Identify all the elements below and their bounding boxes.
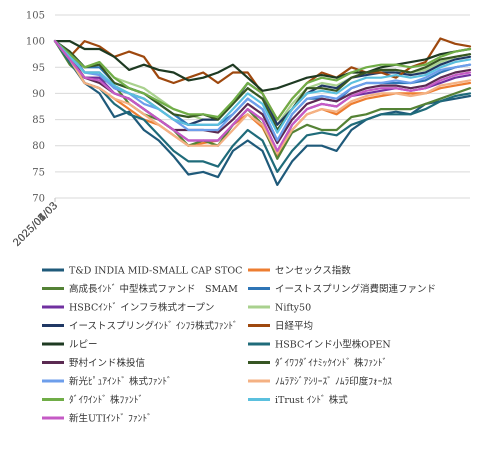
y-tick-label: 80 [32, 141, 45, 152]
y-tick-label: 105 [26, 11, 45, 22]
legend-label: ﾉﾑﾗｱｼﾞｱｼﾘｰｽﾞ ﾉﾑﾗ印度ﾌｫｰｶｽ [275, 376, 392, 388]
legend-label: 新光ﾋﾟｭｱｲﾝﾄﾞ 株式ﾌｧﾝﾄﾞ [69, 376, 172, 388]
y-tick-label: 75 [32, 167, 45, 178]
legend-label: iTrust ｲﾝﾄﾞ 株式 [275, 394, 348, 406]
x-tick-label: 2025/07/03 [12, 200, 61, 249]
x-axis-tick-labels: 2025/01/032025/02/032025/03/032025/04/03… [12, 198, 61, 249]
legend-label: ﾀﾞｲﾜﾌﾀﾞｲﾅﾐｯｸｲﾝﾄﾞ 株ﾌｧﾝﾄﾞ [275, 357, 387, 369]
y-tick-label: 70 [32, 194, 45, 205]
legend-label: ルピー [69, 340, 98, 351]
series-line-11 [53, 39, 472, 132]
series-line-13 [53, 39, 472, 155]
legend-label: センセックス指数 [275, 265, 351, 277]
legend-label: 新生UTIｲﾝﾄﾞ ﾌｧﾝﾄﾞ [69, 413, 152, 425]
legend-label: ﾀﾞｲﾜｲﾝﾄﾞ 株ﾌｧﾝﾄﾞ [69, 394, 143, 406]
legend-label: イーストスプリングｲﾝﾄﾞ ｲﾝﾌﾗ株式ﾌｧﾝﾄﾞ [69, 320, 238, 332]
series-line-9 [53, 39, 472, 173]
legend-label: 高成長ｲﾝﾄﾞ 中型株式ファンド SMAM [69, 283, 238, 295]
legend-label: 野村インド株投信 [69, 357, 145, 369]
y-tick-label: 100 [26, 37, 45, 48]
y-tick-label: 95 [32, 63, 45, 74]
legend-label: イーストスプリング消費関連ファンド [275, 283, 436, 295]
y-tick-label: 85 [32, 115, 45, 126]
legend-label: HSBCｲﾝﾄﾞ インフラ株式オープン [69, 302, 214, 314]
y-axis-tick-labels: 70 75 80 85 90 95 100 105 [26, 11, 45, 205]
series-line-8 [53, 39, 472, 92]
y-tick-label: 90 [32, 89, 45, 100]
legend-label: 日経平均 [275, 320, 313, 332]
legend: T&D INDIA MID-SMALL CAP STOC センセックス指数高成長ｲ… [42, 265, 436, 425]
series-line-16 [53, 39, 472, 152]
series-line-15 [53, 39, 472, 134]
series-line-0 [53, 39, 472, 186]
series-line-14 [53, 39, 472, 121]
legend-label: HSBCインド小型株OPEN [275, 339, 391, 351]
series-lines [53, 37, 472, 186]
legend-label: T&D INDIA MID-SMALL CAP STOC [69, 266, 242, 277]
legend-label: Nifty50 [275, 303, 311, 314]
